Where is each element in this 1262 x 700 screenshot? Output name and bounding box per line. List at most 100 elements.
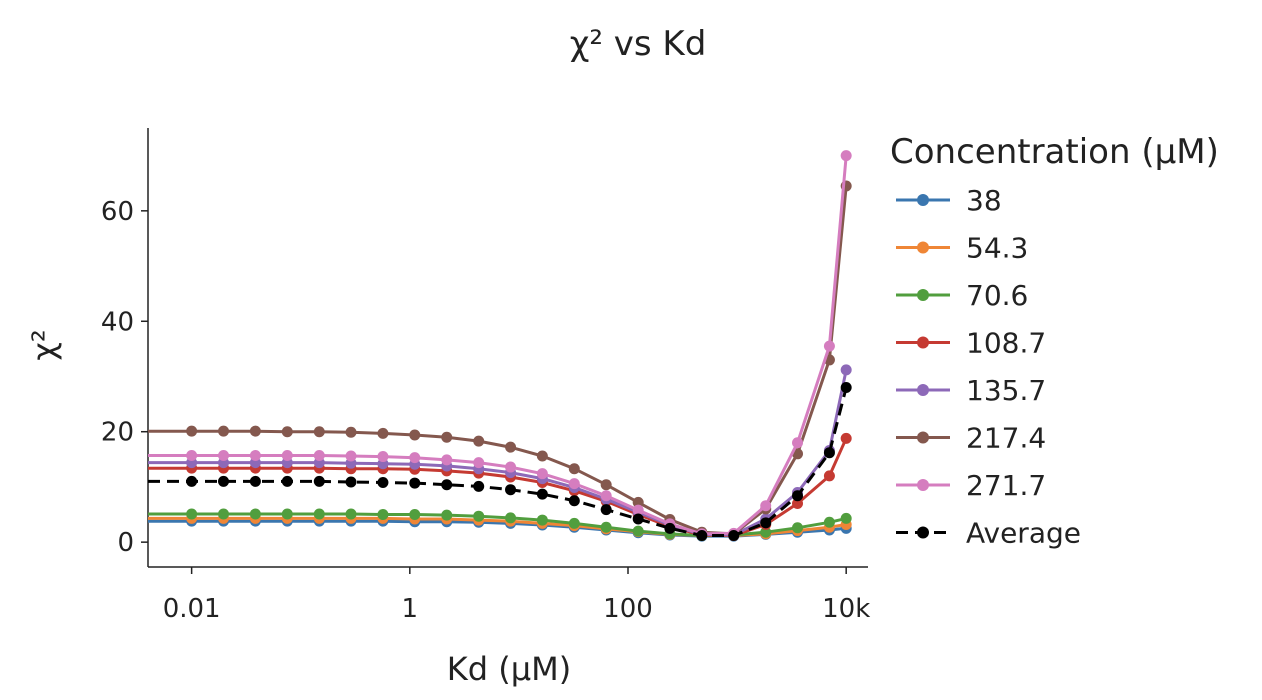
data-point	[632, 496, 644, 508]
legend-marker	[917, 526, 929, 539]
data-point	[505, 461, 517, 473]
data-point	[345, 450, 357, 462]
data-point	[505, 484, 517, 496]
data-point	[281, 475, 293, 487]
data-point	[441, 454, 453, 466]
data-point	[218, 508, 230, 520]
data-point	[345, 508, 357, 520]
x-tick-label: 100	[603, 594, 653, 624]
data-point	[728, 530, 740, 542]
y-tick-label: 60	[101, 197, 134, 227]
data-point	[377, 427, 389, 439]
data-point	[760, 526, 772, 538]
legend-item: 38	[896, 184, 1002, 217]
data-point	[632, 504, 644, 516]
data-point	[441, 479, 453, 491]
data-point	[823, 340, 835, 352]
y-tick-label: 0	[117, 528, 134, 558]
data-point	[840, 150, 852, 162]
legend-marker	[917, 479, 929, 491]
data-point	[536, 450, 548, 462]
data-point	[249, 508, 261, 520]
data-point	[600, 504, 612, 516]
data-point	[823, 516, 835, 528]
legend-item: 217.4	[896, 422, 1046, 455]
data-point	[792, 437, 804, 449]
data-point	[536, 468, 548, 480]
legend-item: 271.7	[896, 469, 1046, 502]
data-point	[664, 522, 676, 534]
data-point	[536, 488, 548, 500]
data-point	[281, 449, 293, 461]
series-70-6	[148, 508, 852, 542]
legend-marker	[917, 431, 929, 444]
x-tick-label: 1	[402, 594, 419, 624]
data-point	[632, 525, 644, 537]
data-point	[823, 447, 835, 459]
data-point	[186, 508, 198, 520]
data-point	[840, 432, 852, 444]
data-point	[568, 495, 580, 507]
data-point	[600, 479, 612, 491]
legend-label: 108.7	[966, 327, 1046, 360]
legend-item: 54.3	[896, 232, 1028, 265]
data-point	[823, 470, 835, 482]
data-point	[409, 429, 421, 441]
legend-item: Average	[896, 517, 1081, 550]
data-point	[377, 451, 389, 463]
plot-area	[148, 150, 852, 542]
data-point	[840, 382, 852, 394]
x-tick-label: 10k	[822, 594, 870, 624]
legend: 38 54.3 70.6 108.7 135.7 217.4 271.7 Average	[896, 184, 1081, 550]
data-point	[186, 475, 198, 487]
data-point	[600, 490, 612, 502]
data-point	[441, 509, 453, 521]
data-point	[249, 425, 261, 437]
axes: 0.01 1 100 10k 0 20 40 60	[101, 128, 870, 624]
legend-label: 135.7	[966, 374, 1046, 407]
data-point	[473, 457, 485, 469]
x-tick-label: 0.01	[163, 594, 221, 624]
data-point	[281, 426, 293, 438]
data-point	[792, 522, 804, 534]
legend-label: Average	[966, 517, 1081, 550]
data-point	[409, 477, 421, 489]
data-point	[218, 475, 230, 487]
data-point	[313, 449, 325, 461]
data-point	[377, 477, 389, 489]
data-point	[840, 364, 852, 376]
data-point	[473, 510, 485, 522]
data-point	[313, 475, 325, 487]
legend-title: Concentration (μM)	[890, 132, 1219, 172]
data-point	[249, 475, 261, 487]
chart-title: χ² vs Kd	[570, 24, 707, 64]
legend-item: 135.7	[896, 374, 1046, 407]
data-point	[473, 435, 485, 447]
legend-item: 108.7	[896, 327, 1046, 360]
data-point	[218, 449, 230, 461]
legend-marker	[917, 384, 929, 396]
data-point	[186, 449, 198, 461]
legend-marker	[917, 336, 929, 349]
legend-label: 38	[966, 184, 1002, 217]
data-point	[505, 441, 517, 453]
series-271-7	[148, 150, 852, 540]
data-point	[792, 497, 804, 509]
data-point	[568, 478, 580, 490]
data-point	[505, 512, 517, 524]
data-point	[568, 463, 580, 475]
data-point	[441, 431, 453, 443]
legend-label: 54.3	[966, 232, 1028, 265]
data-point	[218, 425, 230, 437]
data-point	[409, 509, 421, 521]
legend-label: 271.7	[966, 469, 1046, 502]
data-point	[632, 513, 644, 525]
data-point	[313, 508, 325, 520]
y-tick-label: 40	[101, 307, 134, 337]
data-point	[568, 517, 580, 529]
data-point	[840, 512, 852, 524]
legend-label: 70.6	[966, 279, 1028, 312]
y-tick-label: 20	[101, 418, 134, 448]
data-point	[345, 426, 357, 438]
